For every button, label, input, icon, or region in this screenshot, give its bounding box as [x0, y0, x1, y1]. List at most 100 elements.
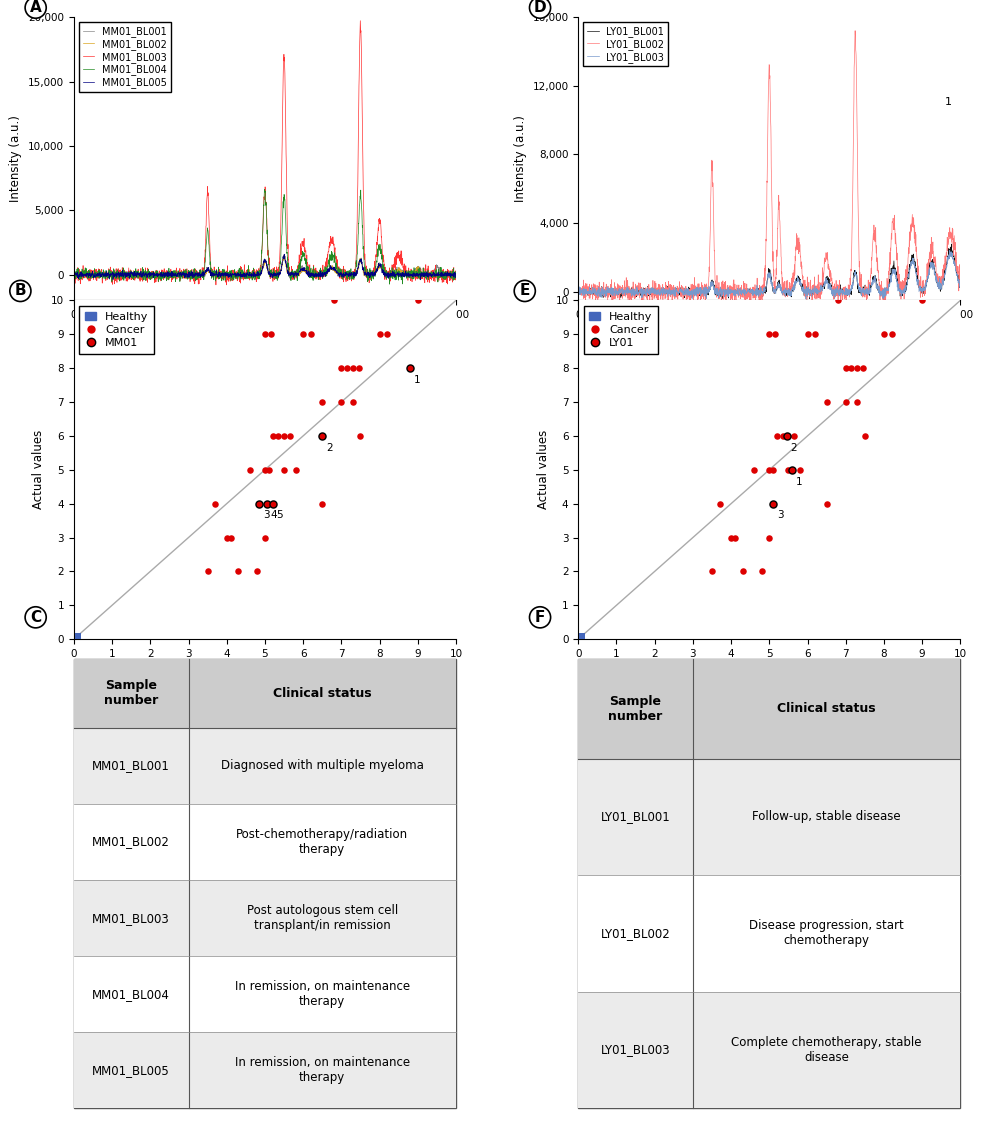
- Point: [735, 562, 751, 581]
- Text: E: E: [519, 284, 530, 299]
- Point: [792, 460, 808, 479]
- Point: [249, 562, 265, 581]
- Point: [838, 393, 854, 411]
- MM01_BL002: [278, 248, 290, 262]
- Point: [263, 325, 279, 343]
- Point: [754, 562, 769, 581]
- LY01_BL002: [953, 274, 965, 287]
- MM01_BL002: [73, 271, 85, 285]
- Point: [261, 460, 277, 479]
- Point: [761, 460, 777, 479]
- LY01_BL001: [964, 287, 976, 301]
- MM01_BL004: [448, 267, 460, 281]
- MM01_BL002: [448, 271, 460, 285]
- Point: [855, 360, 871, 378]
- Text: Clinical status: Clinical status: [273, 687, 371, 700]
- Text: B: B: [15, 284, 27, 299]
- Point: [775, 427, 791, 445]
- Point: [849, 393, 865, 411]
- Point: [334, 393, 350, 411]
- Text: 2: 2: [790, 443, 797, 452]
- Point: [727, 528, 743, 546]
- MM01_BL001: [259, 253, 271, 267]
- Text: Diagnosed with multiple myeloma: Diagnosed with multiple myeloma: [221, 759, 424, 773]
- Text: F: F: [535, 610, 546, 625]
- LY01_BL001: [753, 285, 764, 299]
- MM01_BL005: [258, 255, 270, 269]
- MM01_BL005: [448, 266, 460, 279]
- Legend: MM01_BL001, MM01_BL002, MM01_BL003, MM01_BL004, MM01_BL005: MM01_BL001, MM01_BL002, MM01_BL003, MM01…: [79, 22, 170, 92]
- Point: [257, 460, 273, 479]
- LY01_BL002: [592, 285, 604, 299]
- MM01_BL004: [258, 184, 270, 198]
- Text: 3: 3: [777, 511, 784, 521]
- LY01_BL001: [804, 292, 816, 306]
- Point: [314, 495, 330, 513]
- MM01_BL003: [259, 192, 271, 206]
- LY01_BL001: [946, 237, 957, 251]
- MM01_BL003: [248, 262, 260, 276]
- Bar: [74, 956, 456, 1032]
- Text: 1: 1: [414, 374, 421, 385]
- Point: [780, 460, 796, 479]
- Point: [784, 460, 800, 479]
- Point: [219, 528, 234, 546]
- Bar: [74, 658, 456, 728]
- Text: Clinical status: Clinical status: [777, 702, 876, 716]
- LY01_BL001: [881, 283, 892, 297]
- Point: [259, 495, 275, 513]
- Line: LY01_BL002: LY01_BL002: [578, 31, 970, 306]
- Point: [765, 460, 781, 479]
- Bar: [74, 728, 456, 804]
- LY01_BL003: [592, 283, 604, 297]
- MM01_BL001: [88, 268, 99, 282]
- Bar: [578, 759, 960, 875]
- Point: [843, 360, 859, 378]
- MM01_BL001: [448, 268, 460, 282]
- MM01_BL004: [448, 271, 460, 285]
- Point: [200, 562, 216, 581]
- Point: [876, 325, 891, 343]
- MM01_BL005: [279, 247, 291, 261]
- Text: MM01_BL001: MM01_BL001: [93, 759, 170, 773]
- Point: [296, 325, 311, 343]
- MM01_BL005: [68, 268, 80, 282]
- MM01_BL004: [88, 270, 99, 284]
- MM01_BL005: [88, 268, 99, 282]
- MM01_BL005: [460, 267, 472, 281]
- Point: [70, 626, 86, 645]
- Text: A: A: [30, 0, 41, 15]
- Point: [800, 325, 816, 343]
- Point: [914, 291, 930, 309]
- Text: MM01_BL004: MM01_BL004: [93, 988, 170, 1001]
- LY01_BL002: [952, 284, 964, 298]
- Point: [747, 460, 762, 479]
- Y-axis label: Actual values: Actual values: [33, 431, 45, 510]
- Point: [271, 427, 287, 445]
- LY01_BL003: [944, 244, 955, 258]
- LY01_BL001: [953, 274, 965, 287]
- MM01_BL001: [460, 269, 472, 283]
- Text: 4: 4: [271, 511, 278, 521]
- Line: LY01_BL003: LY01_BL003: [578, 251, 970, 299]
- MM01_BL002: [248, 269, 260, 283]
- MM01_BL001: [448, 268, 460, 282]
- MM01_BL001: [248, 267, 260, 281]
- MM01_BL003: [448, 273, 460, 286]
- Text: 3: 3: [263, 511, 270, 521]
- Text: MM01_BL003: MM01_BL003: [93, 911, 170, 924]
- MM01_BL002: [88, 267, 99, 281]
- Line: MM01_BL003: MM01_BL003: [74, 21, 466, 285]
- Point: [808, 325, 823, 343]
- MM01_BL001: [119, 273, 131, 286]
- Point: [819, 495, 834, 513]
- Point: [723, 528, 739, 546]
- Text: Complete chemotherapy, stable
disease: Complete chemotherapy, stable disease: [732, 1036, 922, 1064]
- MM01_BL003: [88, 263, 99, 277]
- MM01_BL001: [68, 267, 80, 281]
- MM01_BL002: [259, 253, 271, 267]
- Line: MM01_BL002: MM01_BL002: [74, 255, 466, 278]
- X-axis label: Predicted values: Predicted values: [714, 664, 824, 678]
- MM01_BL003: [355, 14, 366, 27]
- MM01_BL004: [383, 277, 395, 291]
